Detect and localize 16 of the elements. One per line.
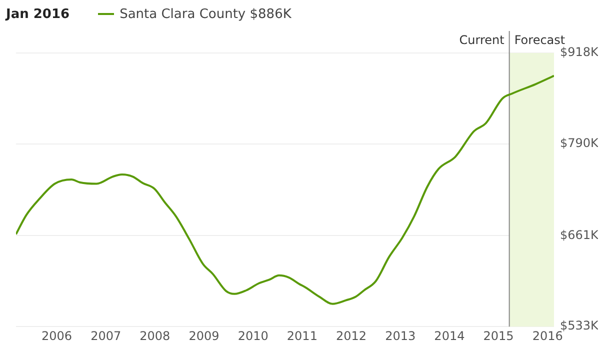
x-tick-label: 2009 [188,328,220,343]
x-tick-label: 2013 [385,328,416,343]
x-tick-label: 2010 [238,328,268,343]
x-tick-label: 2015 [483,328,514,343]
line-series [16,74,554,305]
x-tick-label: 2006 [41,328,72,343]
x-tick-label: 2012 [336,328,367,343]
legend-title: Jan 2016 [6,6,70,22]
x-tick-label: 2016 [532,328,563,343]
x-tick-label: 2007 [90,328,122,343]
x-tick-label: 2008 [140,328,170,343]
x-tick-label: 2011 [286,328,318,343]
x-tick-label: 2014 [434,328,465,343]
ref-line-label: Current [459,33,505,48]
band-label: Forecast [514,33,566,48]
legend-label: Santa Clara County $886K [118,6,292,22]
